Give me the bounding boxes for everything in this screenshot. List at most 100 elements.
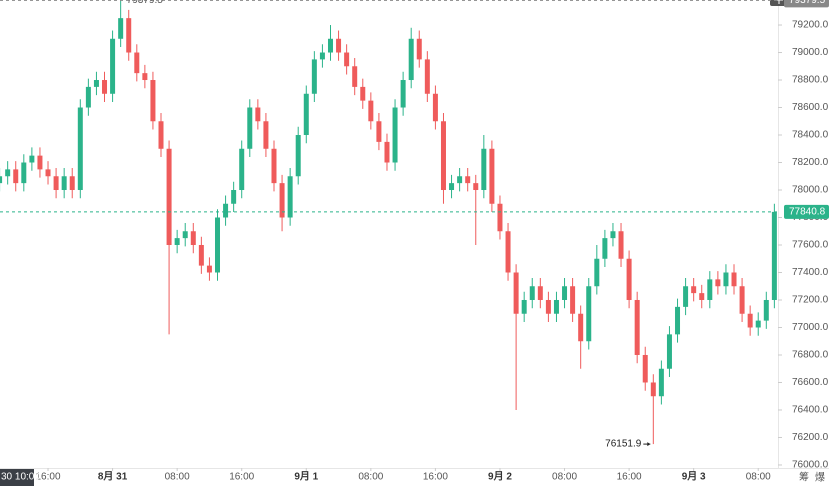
candle-body	[457, 176, 463, 184]
candle-body	[481, 148, 487, 191]
candle-body	[287, 176, 293, 218]
candle-body	[142, 73, 148, 81]
candle-body	[336, 38, 342, 53]
candle-body	[61, 176, 67, 191]
y-tick-label: 76800.0	[792, 350, 829, 361]
cursor-time-box	[0, 469, 34, 486]
candle-body	[77, 107, 83, 191]
candle-body	[408, 38, 414, 81]
y-tick-label: 78600.0	[792, 102, 829, 113]
candle-body	[13, 169, 19, 184]
x-tick-label: 08:00	[358, 472, 383, 483]
candle-body	[182, 231, 188, 239]
candle-body	[755, 320, 761, 328]
candle-body	[158, 121, 164, 149]
candle-body	[69, 176, 75, 191]
candle-body	[360, 86, 366, 101]
candle-body	[545, 299, 551, 314]
y-tick-label: 76600.0	[792, 377, 829, 388]
y-tick-label: 78200.0	[792, 157, 829, 168]
max-price-box	[784, 0, 829, 8]
candle-body	[206, 265, 212, 273]
candle-body	[521, 299, 527, 314]
candle-body	[610, 231, 616, 239]
y-tick-label: 77200.0	[792, 295, 829, 306]
candle-body	[465, 176, 471, 184]
candle-body	[134, 52, 140, 74]
x-tick-label: 08:00	[552, 472, 577, 483]
candle-body	[594, 258, 600, 287]
cursor-time: 30 10:00	[1, 472, 40, 483]
icon[interactable]: 筹	[799, 471, 809, 484]
candle-body	[150, 80, 156, 122]
candle-body	[29, 155, 35, 163]
candle-body	[675, 306, 681, 335]
y-tick-label: 77400.0	[792, 267, 829, 278]
candle-body	[634, 299, 640, 355]
candle-body	[53, 176, 59, 191]
candle-body	[344, 52, 350, 67]
candle-body	[650, 382, 656, 397]
candle-body	[279, 183, 285, 218]
candle-body	[166, 148, 172, 245]
candle-body	[118, 18, 124, 39]
y-tick-label: 79200.0	[792, 20, 829, 31]
icon[interactable]: 爆	[815, 472, 825, 484]
x-tick-label: 9月 3	[682, 471, 706, 483]
candle-body	[85, 86, 91, 108]
candle-body	[553, 299, 559, 314]
candle-body	[747, 313, 753, 328]
candle-body	[223, 203, 229, 218]
y-tick-label: 76000.0	[792, 460, 829, 471]
min-price-label: 76151.9	[605, 439, 642, 450]
candle-body	[626, 258, 632, 300]
x-tick-label: 9月 1	[294, 471, 318, 483]
x-tick-label: 8月 31	[98, 471, 128, 483]
max-price-axis-label: 79379.5	[789, 0, 826, 6]
candle-body	[255, 107, 261, 122]
candle-body	[715, 279, 721, 287]
y-tick-label: 76200.0	[792, 432, 829, 443]
candle-body	[319, 52, 325, 60]
y-tick-label: 78800.0	[792, 75, 829, 86]
candle-body	[731, 272, 737, 287]
candle-body	[763, 299, 769, 321]
candle-body	[327, 38, 333, 53]
y-tick-label: 79000.0	[792, 47, 829, 58]
y-tick-label: 78000.0	[792, 185, 829, 196]
candle-body	[537, 286, 543, 300]
x-tick-label: 16:00	[617, 472, 642, 483]
candle-body	[215, 217, 221, 273]
candle-body	[586, 286, 592, 342]
candle-body	[691, 286, 697, 294]
y-tick-label: 78400.0	[792, 130, 829, 141]
candle-body	[110, 38, 116, 94]
candle-body	[21, 162, 27, 184]
candle-body	[303, 93, 309, 136]
candle-body	[37, 155, 43, 170]
last-price-box	[784, 204, 829, 219]
candle-body	[93, 80, 99, 87]
candle-body	[618, 231, 624, 259]
candle-body	[473, 183, 479, 191]
candle-body	[602, 238, 608, 259]
candle-body	[174, 238, 180, 245]
candle-body	[683, 286, 689, 307]
candle-body	[699, 293, 705, 300]
min-price-arrow-head	[647, 442, 651, 447]
candle-body	[376, 121, 382, 142]
candle-body	[570, 286, 576, 314]
candle-body	[352, 66, 358, 87]
candle-body	[0, 176, 3, 184]
candle-body	[198, 244, 204, 266]
candle-body	[247, 107, 253, 149]
x-tick-label: 16:00	[36, 472, 61, 483]
candle-body	[771, 211, 777, 300]
y-tick-label: 76400.0	[792, 405, 829, 416]
candle-body	[562, 286, 568, 300]
candle-body	[658, 368, 664, 397]
candle-body	[513, 272, 519, 314]
candle-body	[295, 135, 301, 177]
candle-body	[126, 18, 132, 53]
